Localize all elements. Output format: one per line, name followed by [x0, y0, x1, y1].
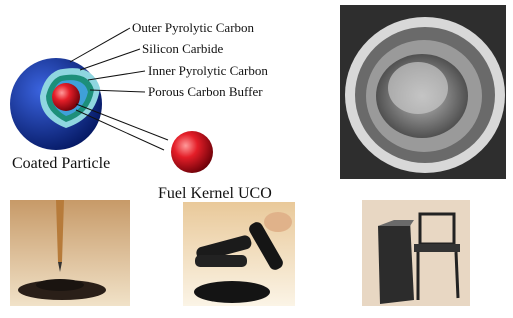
- coated-particle-illustration: [10, 58, 102, 150]
- sem-image: [340, 5, 506, 179]
- layer-label: Outer Pyrolytic Carbon: [132, 20, 255, 35]
- layer-label: Inner Pyrolytic Carbon: [148, 63, 268, 78]
- photo-fuel-block: [362, 200, 470, 306]
- fuel-kernel-label: Fuel Kernel UCO: [158, 185, 272, 202]
- layer-label: Porous Carbon Buffer: [148, 84, 263, 99]
- photo-pencil-particles: [10, 200, 130, 306]
- photo-fuel-compacts: [183, 202, 295, 306]
- coated-particle-label: Coated Particle: [12, 155, 110, 172]
- layer-label: Silicon Carbide: [142, 41, 223, 56]
- figure: Outer Pyrolytic Carbon Silicon Carbide I…: [0, 0, 513, 318]
- fuel-kernel: [171, 131, 213, 173]
